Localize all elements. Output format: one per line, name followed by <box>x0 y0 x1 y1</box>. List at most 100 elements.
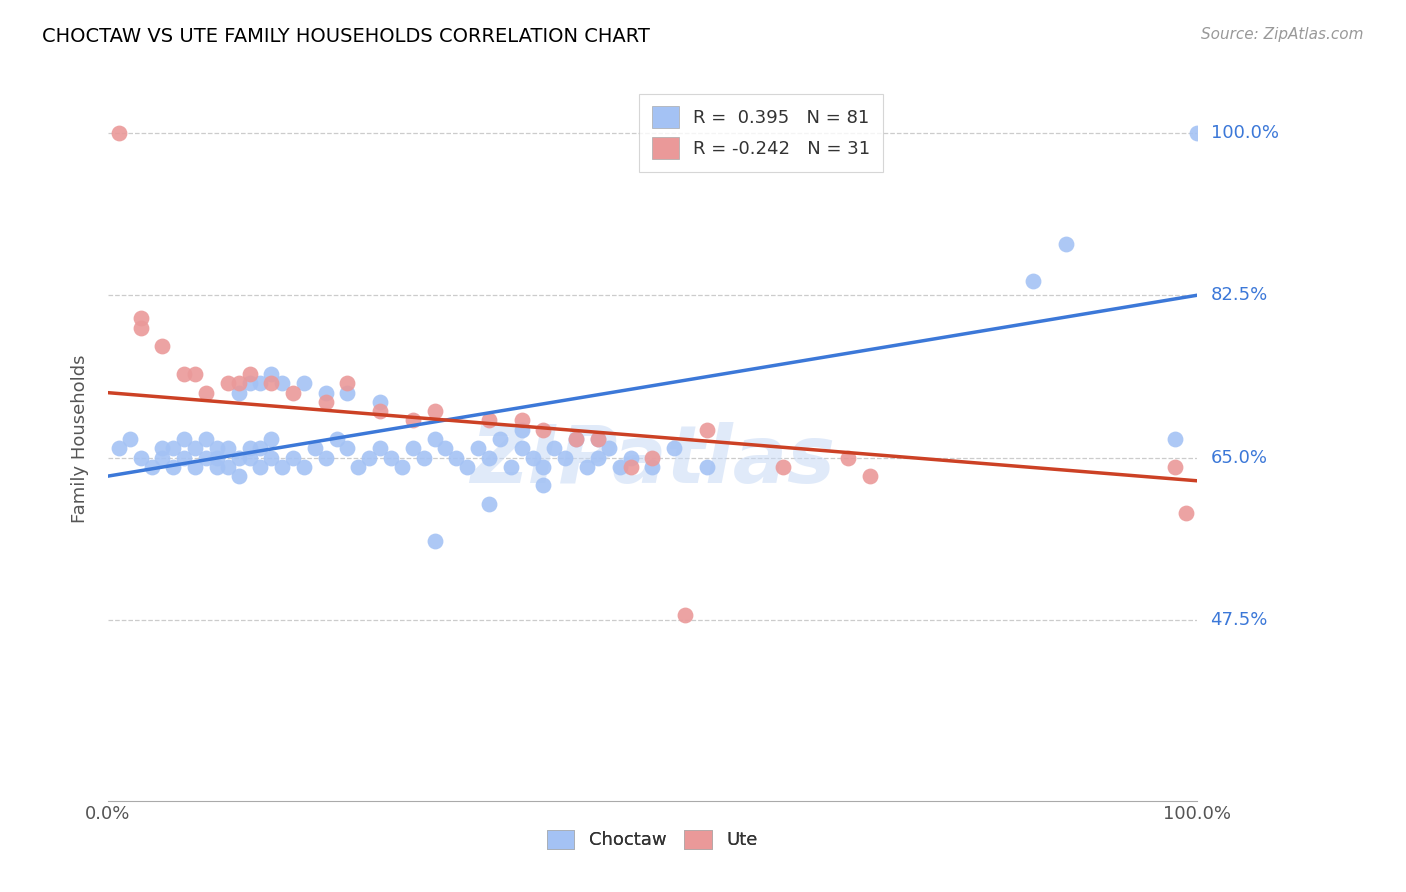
Point <box>194 450 217 465</box>
Point <box>238 367 260 381</box>
Point <box>184 367 207 381</box>
Point <box>510 442 533 456</box>
Point <box>141 459 163 474</box>
Point <box>108 126 131 140</box>
Point <box>249 376 271 391</box>
Point <box>152 339 174 353</box>
Text: 47.5%: 47.5% <box>1211 611 1268 629</box>
Point <box>162 459 184 474</box>
Point <box>347 459 370 474</box>
Point <box>673 608 696 623</box>
Point <box>510 423 533 437</box>
Point <box>238 450 260 465</box>
Point <box>173 450 195 465</box>
Point <box>641 459 664 474</box>
Point <box>325 432 347 446</box>
Point <box>281 450 304 465</box>
Point <box>391 459 413 474</box>
Point <box>859 469 882 483</box>
Point <box>434 442 457 456</box>
Point <box>1164 432 1187 446</box>
Text: CHOCTAW VS UTE FAMILY HOUSEHOLDS CORRELATION CHART: CHOCTAW VS UTE FAMILY HOUSEHOLDS CORRELA… <box>42 27 650 45</box>
Point <box>260 376 283 391</box>
Point <box>249 442 271 456</box>
Point <box>108 442 131 456</box>
Point <box>184 442 207 456</box>
Point <box>260 450 283 465</box>
Point <box>217 442 239 456</box>
Text: 82.5%: 82.5% <box>1211 286 1268 304</box>
Point <box>609 459 631 474</box>
Point <box>412 450 434 465</box>
Point <box>368 395 391 409</box>
Point <box>129 311 152 326</box>
Point <box>478 497 501 511</box>
Point <box>456 459 478 474</box>
Point <box>489 432 512 446</box>
Text: ZIPatlas: ZIPatlas <box>470 422 835 500</box>
Point <box>533 459 555 474</box>
Point <box>217 459 239 474</box>
Point <box>118 432 141 446</box>
Point <box>152 450 174 465</box>
Point <box>292 459 315 474</box>
Point <box>315 450 337 465</box>
Point <box>228 376 250 391</box>
Y-axis label: Family Households: Family Households <box>72 355 89 524</box>
Point <box>129 320 152 334</box>
Point <box>205 442 228 456</box>
Point <box>336 376 359 391</box>
Point <box>162 442 184 456</box>
Point <box>619 450 641 465</box>
Point <box>292 376 315 391</box>
Point <box>1022 274 1045 288</box>
Point <box>173 367 195 381</box>
Point <box>478 450 501 465</box>
Point <box>510 413 533 427</box>
Point <box>423 432 446 446</box>
Point <box>380 450 402 465</box>
Point <box>194 432 217 446</box>
Point <box>543 442 565 456</box>
Point <box>467 442 489 456</box>
Point <box>359 450 381 465</box>
Point <box>533 478 555 492</box>
Point <box>228 469 250 483</box>
Point <box>619 459 641 474</box>
Point <box>565 432 588 446</box>
Point <box>1174 506 1197 520</box>
Point <box>696 423 718 437</box>
Point <box>586 432 609 446</box>
Point <box>423 404 446 418</box>
Point <box>152 442 174 456</box>
Point <box>499 459 522 474</box>
Point <box>533 423 555 437</box>
Point <box>238 442 260 456</box>
Point <box>129 450 152 465</box>
Point <box>304 442 326 456</box>
Point <box>228 450 250 465</box>
Point <box>260 367 283 381</box>
Point <box>478 413 501 427</box>
Point <box>271 459 294 474</box>
Point <box>598 442 620 456</box>
Point <box>696 459 718 474</box>
Point <box>205 459 228 474</box>
Point <box>173 432 195 446</box>
Point <box>1185 126 1208 140</box>
Text: 100.0%: 100.0% <box>1211 124 1278 142</box>
Point <box>565 432 588 446</box>
Point <box>423 534 446 549</box>
Point <box>368 442 391 456</box>
Point <box>837 450 859 465</box>
Point <box>1054 237 1077 252</box>
Legend: Choctaw, Ute: Choctaw, Ute <box>540 823 765 856</box>
Point <box>368 404 391 418</box>
Point <box>184 459 207 474</box>
Text: Source: ZipAtlas.com: Source: ZipAtlas.com <box>1201 27 1364 42</box>
Point <box>575 459 598 474</box>
Point <box>271 376 294 391</box>
Point <box>402 442 425 456</box>
Point <box>194 385 217 400</box>
Point <box>315 385 337 400</box>
